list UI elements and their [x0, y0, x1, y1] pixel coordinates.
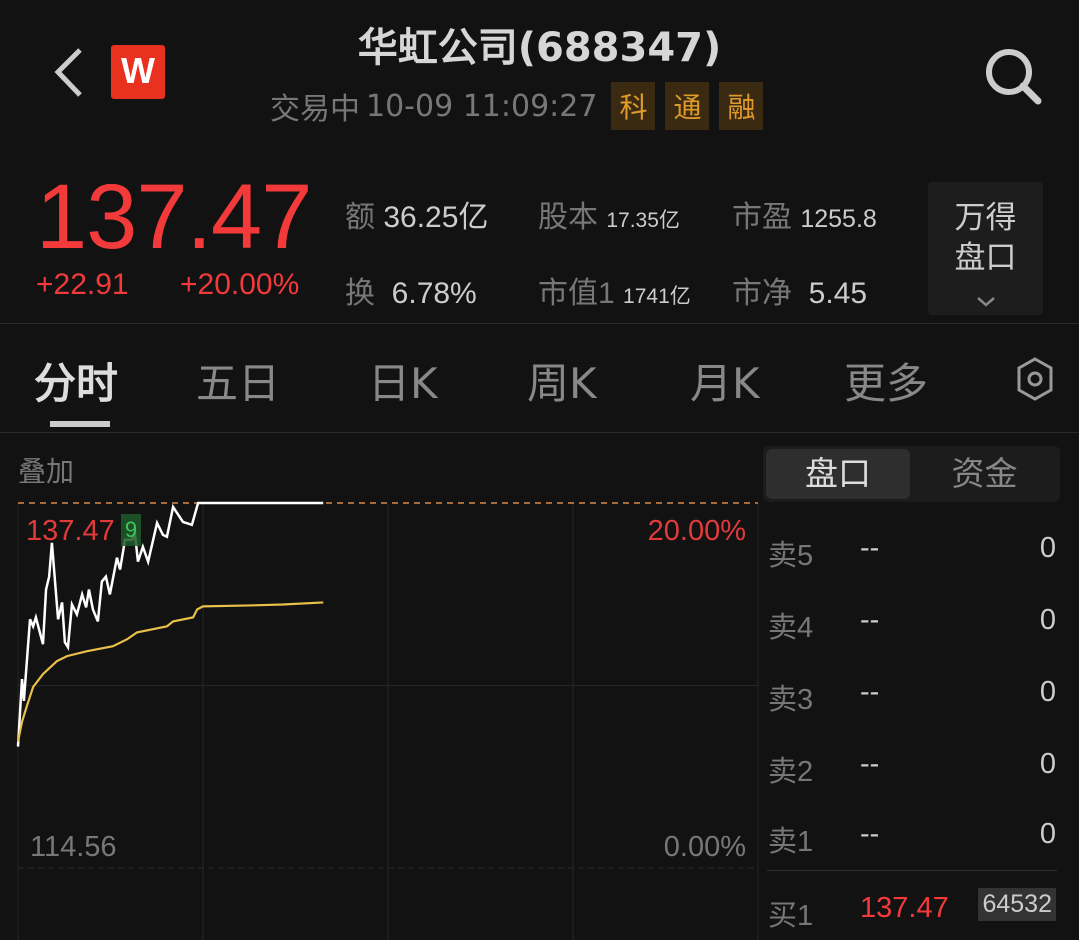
pct-top-label: 20.00%: [648, 515, 746, 547]
stat-market-cap: 市值1 1741亿: [538, 277, 691, 310]
overlay-button[interactable]: 叠加: [18, 455, 75, 488]
page-title: 华虹公司(688347): [357, 25, 722, 71]
y-bottom-label: 114.56: [30, 831, 117, 863]
active-tab-indicator: [50, 421, 110, 427]
last-price: 137.47: [36, 166, 312, 268]
panel-button-line1: 万得: [954, 200, 1017, 236]
divider: [0, 432, 1079, 433]
stat-share-capital: 股本 17.35亿: [538, 201, 680, 234]
stat-pe: 市盈 1255.8: [732, 201, 877, 234]
search-icon[interactable]: [982, 45, 1046, 105]
back-button[interactable]: [50, 45, 90, 100]
tab-five-day[interactable]: 五日: [196, 359, 281, 408]
side-tab-order-book[interactable]: 盘口: [766, 449, 910, 499]
ask-row-1: 卖1 -- 0: [768, 818, 1056, 858]
pct-bottom-label: 0.00%: [664, 831, 746, 863]
price-change-pct: +20.00%: [180, 268, 300, 301]
event-marker-label: 9: [125, 517, 137, 542]
price-line: [16, 501, 324, 747]
tab-daily-k[interactable]: 日K: [368, 359, 438, 408]
tab-more[interactable]: 更多: [844, 359, 929, 408]
status-text: 交易中: [270, 92, 360, 127]
ask-row-3: 卖3 -- 0: [768, 676, 1056, 716]
wind-panel-button[interactable]: 万得 盘口: [928, 182, 1043, 315]
stat-pb: 市净 5.45: [732, 277, 868, 310]
divider: [0, 323, 1079, 324]
chevron-down-icon: [976, 297, 995, 307]
intraday-chart[interactable]: 137.47 9 20.00% 114.56 0.00%: [0, 490, 760, 940]
event-marker[interactable]: [121, 514, 141, 546]
panel-button-line2: 盘口: [954, 240, 1017, 276]
tab-weekly-k[interactable]: 周K: [527, 359, 597, 408]
stat-turnover-amount: 额 36.25亿: [345, 201, 489, 234]
tag-margin: 融: [719, 82, 764, 130]
bid-row-1: 买1 137.47 64532: [768, 888, 1056, 932]
side-tab-fund-flow[interactable]: 资金: [951, 454, 1018, 493]
settings-icon[interactable]: [1015, 356, 1055, 402]
average-price-line: [16, 601, 324, 742]
tag-star-market: 科: [611, 82, 656, 130]
divider: [767, 870, 1057, 871]
ask-row-5: 卖5 -- 0: [768, 532, 1056, 572]
ask-row-4: 卖4 -- 0: [768, 604, 1056, 644]
datetime: 10-09 11:09:27: [366, 88, 598, 124]
stat-turnover-rate: 换 6.78%: [345, 277, 477, 310]
ask-row-2: 卖2 -- 0: [768, 748, 1056, 788]
tag-connect: 通: [665, 82, 710, 130]
price-change: +22.91: [36, 268, 129, 301]
trading-status: 交易中 10-09 11:09:27 科 通 融: [270, 82, 764, 130]
y-top-label: 137.47: [26, 515, 115, 547]
wind-logo[interactable]: W: [111, 45, 165, 99]
tab-monthly-k[interactable]: 月K: [690, 359, 760, 408]
tab-intraday[interactable]: 分时: [34, 359, 119, 408]
